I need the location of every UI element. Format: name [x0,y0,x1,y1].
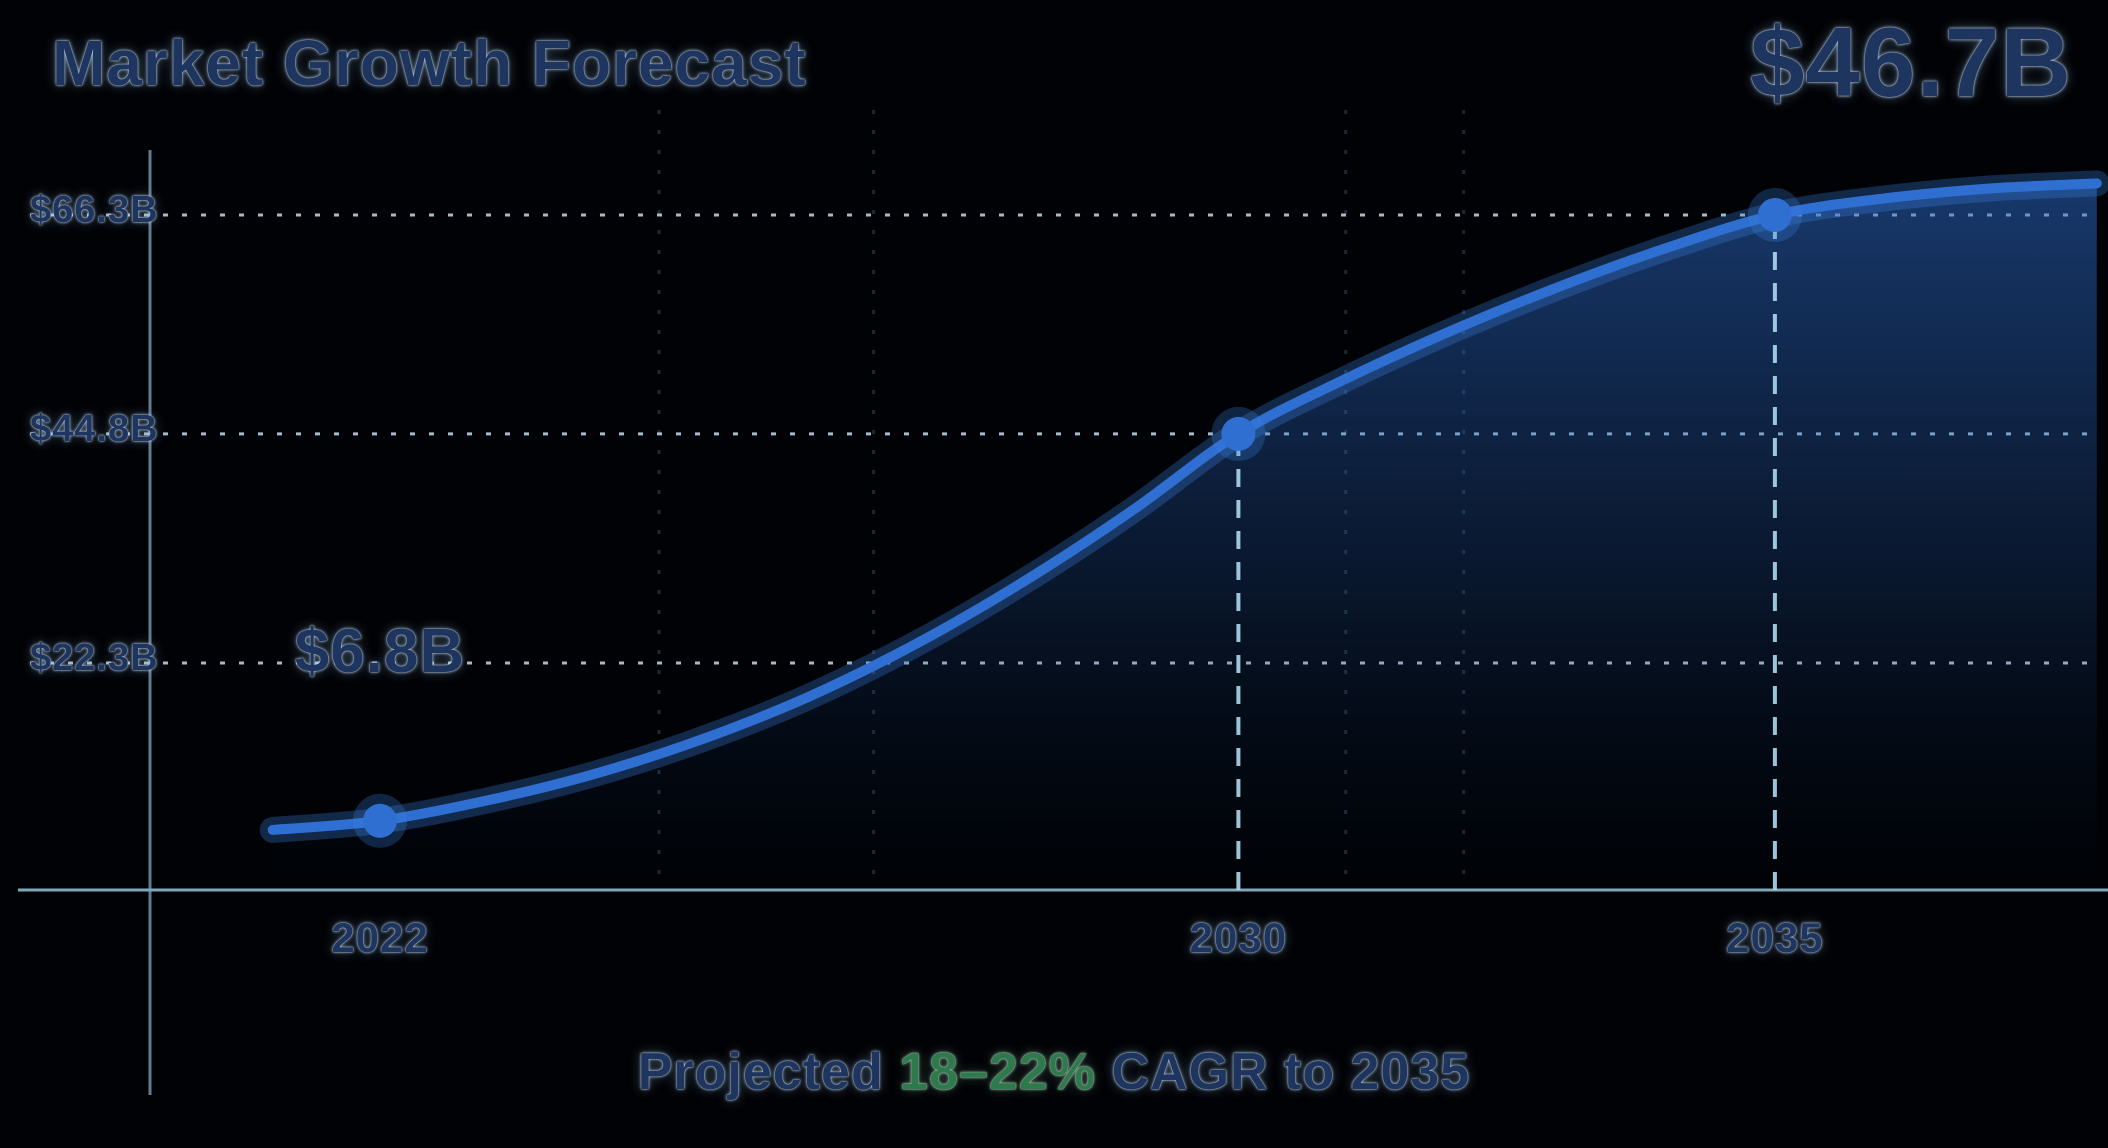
y-axis-tick-label: $66.3B [30,189,159,231]
y-axis-tick-label: $44.8B [30,407,159,450]
headline-value: $46.7B [1749,7,2072,117]
start-value-annotation: $6.8B [294,616,466,686]
caption-suffix: CAGR to 2035 [1096,1043,1471,1101]
x-axis-tick-label: 2035 [1726,914,1824,961]
caption: Projected 18–22% CAGR to 2035 [0,1042,2108,1102]
caption-prefix: Projected [637,1043,900,1101]
caption-cagr-highlight: 18–22% [899,1043,1097,1101]
page-title: Market Growth Forecast [52,27,807,99]
x-axis-tick-label: 2030 [1189,914,1288,961]
y-axis-tick-label: $22.3B [30,636,159,679]
x-axis-tick-label: 2022 [331,914,429,961]
